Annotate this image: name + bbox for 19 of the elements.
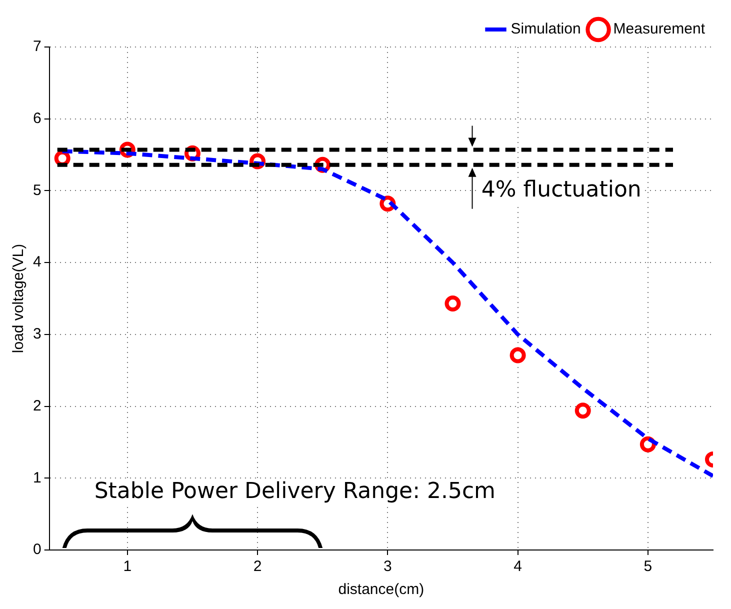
y-tick-label: 5 <box>33 182 42 199</box>
annotation: 4% fluctuation <box>481 177 642 202</box>
x-tick-label: 4 <box>514 558 522 576</box>
y-tick-label: 6 <box>33 110 42 127</box>
y-tick-label: 3 <box>33 326 42 343</box>
x-tick-label: 2 <box>253 558 262 576</box>
legend-label: Simulation <box>510 20 581 38</box>
x-tick-label: 3 <box>384 558 392 576</box>
y-tick-label: 2 <box>33 397 42 414</box>
legend-label: Measurement <box>613 20 706 38</box>
annotation: Stable Power Delivery Range: 2.5cm <box>94 479 496 504</box>
y-tick-label: 7 <box>33 38 42 56</box>
y-axis-title: load voltage(VL) <box>10 244 28 354</box>
y-tick-label: 1 <box>33 469 42 486</box>
y-tick-label: 4 <box>33 254 42 271</box>
x-tick-label: 5 <box>644 558 652 576</box>
x-axis-title: distance(cm) <box>338 581 424 598</box>
y-tick-label: 0 <box>33 541 42 558</box>
x-tick-label: 1 <box>123 558 132 576</box>
